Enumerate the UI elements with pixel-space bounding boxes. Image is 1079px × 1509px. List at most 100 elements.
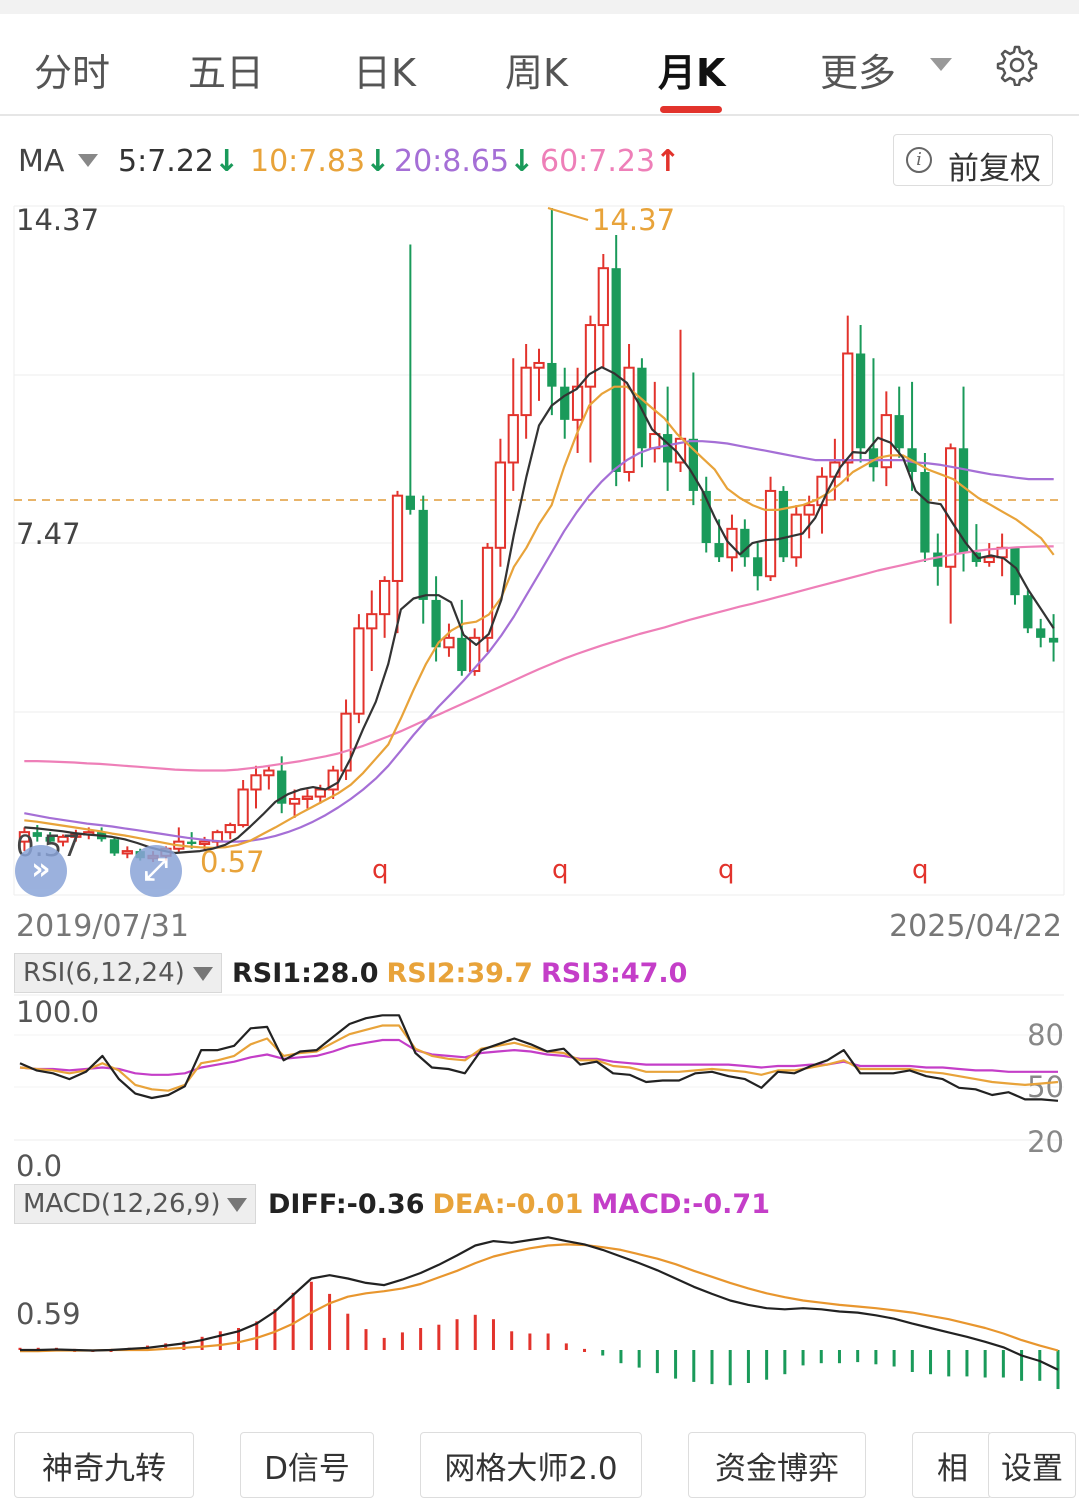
candle-body <box>327 769 339 791</box>
ma20-line <box>24 440 1054 843</box>
tool-button-fund-game[interactable]: 资金博弈 <box>688 1432 866 1498</box>
tool-button-nine-turns[interactable]: 神奇九转 <box>14 1432 194 1498</box>
candle-body <box>224 824 236 834</box>
active-tab-indicator <box>660 106 722 113</box>
ma10-value: 10:7.83↓ <box>250 144 391 179</box>
adjust-mode-button[interactable]: i 前复权 <box>893 134 1053 187</box>
low-marker-label: 0.57 <box>200 845 265 879</box>
candle-body <box>70 833 82 838</box>
candle-body <box>560 386 570 420</box>
candle-body <box>1048 637 1059 643</box>
rsi-level-80: 80 <box>1027 1018 1064 1052</box>
info-icon: i <box>906 147 932 173</box>
candle-body <box>701 490 711 544</box>
candle-body <box>391 494 404 582</box>
candle-body <box>109 839 120 854</box>
dea-value: DEA:-0.01 <box>432 1189 584 1220</box>
rsi1-value: RSI1:28.0 <box>232 958 379 989</box>
candle-body <box>288 797 301 805</box>
ma-label[interactable]: MA <box>18 144 65 179</box>
rsi-axis-top: 100.0 <box>16 995 99 1029</box>
tab-monthly-k[interactable]: 月K <box>658 51 726 95</box>
candle-body <box>18 831 31 843</box>
macd-values: DIFF:-0.36 DEA:-0.01 MACD:-0.71 <box>268 1189 778 1220</box>
rsi3-value: RSI3:47.0 <box>540 958 688 989</box>
rsi1-line <box>19 1014 1059 1102</box>
candle-body <box>584 324 597 388</box>
ma5-value: 5:7.22↓ <box>118 144 240 179</box>
candle-body <box>958 448 969 553</box>
candle-body <box>301 795 314 800</box>
rsi-values: RSI1:28.0 RSI2:39.7 RSI3:47.0 <box>232 958 695 989</box>
tab-intraday[interactable]: 分时 <box>34 51 111 95</box>
candle-body <box>894 415 904 449</box>
settings-button[interactable]: 设置 <box>988 1432 1076 1498</box>
tab-five-day[interactable]: 五日 <box>188 51 265 95</box>
candle-body <box>457 637 467 672</box>
ma60-value: 60:7.23↑ <box>540 144 681 179</box>
candle-body <box>277 770 287 804</box>
expand-button[interactable]: ⤢ <box>130 845 182 897</box>
scroll-left-button[interactable]: » <box>15 845 67 897</box>
candle-body <box>121 850 133 855</box>
price-mid-label: 7.47 <box>16 517 81 551</box>
dea-line <box>20 1243 1059 1353</box>
candle-body <box>1036 628 1046 638</box>
candle-body <box>366 613 378 630</box>
candle-body <box>753 557 763 577</box>
price-max-label: 14.37 <box>16 203 99 237</box>
tab-weekly-k[interactable]: 周K <box>505 51 568 95</box>
ma20-value: 20:8.65↓ <box>394 144 535 179</box>
candle-body <box>250 774 262 791</box>
candle-body <box>920 471 930 553</box>
kline-chart[interactable]: 14.37 0.57 14.37 7.47 0.57 q q q q 2019/… <box>0 0 1079 1420</box>
rsi2-line <box>19 1024 1059 1092</box>
candle-body <box>547 362 557 387</box>
candle-body <box>32 832 42 837</box>
macd-selector[interactable]: MACD(12,26,9) <box>14 1184 256 1224</box>
candle-body <box>378 579 391 616</box>
macd-axis-label: 0.59 <box>16 1297 81 1331</box>
candle-body <box>353 627 365 715</box>
candle-body <box>340 712 352 772</box>
candle-body <box>868 448 879 468</box>
candle-body <box>187 841 197 844</box>
candle-body <box>663 434 673 463</box>
down-arrow-icon: ↓ <box>509 144 535 179</box>
candle-body <box>611 268 621 472</box>
ma5-line <box>24 366 1055 855</box>
candle-body <box>57 835 69 843</box>
tool-button-related[interactable]: 相 <box>912 1432 992 1498</box>
gear-icon[interactable] <box>996 44 1038 86</box>
candle-body <box>494 461 507 549</box>
candle-body <box>469 636 481 673</box>
candle-body <box>623 366 635 473</box>
candle-body <box>418 509 428 600</box>
candle-body <box>688 438 699 491</box>
candle-body <box>507 414 519 464</box>
macd-value: MACD:-0.71 <box>591 1189 770 1220</box>
tab-more[interactable]: 更多 <box>820 51 897 95</box>
tool-button-grid-master[interactable]: 网格大师2.0 <box>420 1432 642 1498</box>
start-date-label: 2019/07/31 <box>16 909 189 944</box>
candle-body <box>778 490 789 558</box>
rsi-selector[interactable]: RSI(6,12,24) <box>14 953 222 993</box>
candle-body <box>1023 595 1033 629</box>
down-arrow-icon: ↓ <box>214 144 240 179</box>
candle-body <box>764 489 777 578</box>
candle-body <box>405 495 415 510</box>
candle-body <box>983 556 995 564</box>
down-arrow-icon: ↓ <box>365 144 391 179</box>
chevron-down-icon[interactable] <box>78 154 98 167</box>
diff-value: DIFF:-0.36 <box>268 1189 425 1220</box>
candle-body <box>597 267 609 327</box>
period-tabs: 分时 五日 日K 周K 月K 更多 <box>0 14 1079 116</box>
rsi-axis-bottom: 0.0 <box>16 1149 62 1183</box>
chevron-down-icon <box>193 967 213 981</box>
tool-button-d-signal[interactable]: D信号 <box>240 1432 374 1498</box>
rsi-level-20: 20 <box>1027 1125 1064 1159</box>
status-strip <box>0 0 1079 14</box>
chevron-down-icon[interactable] <box>930 58 952 71</box>
high-marker-label: 14.37 <box>592 203 675 237</box>
tab-daily-k[interactable]: 日K <box>353 51 416 95</box>
